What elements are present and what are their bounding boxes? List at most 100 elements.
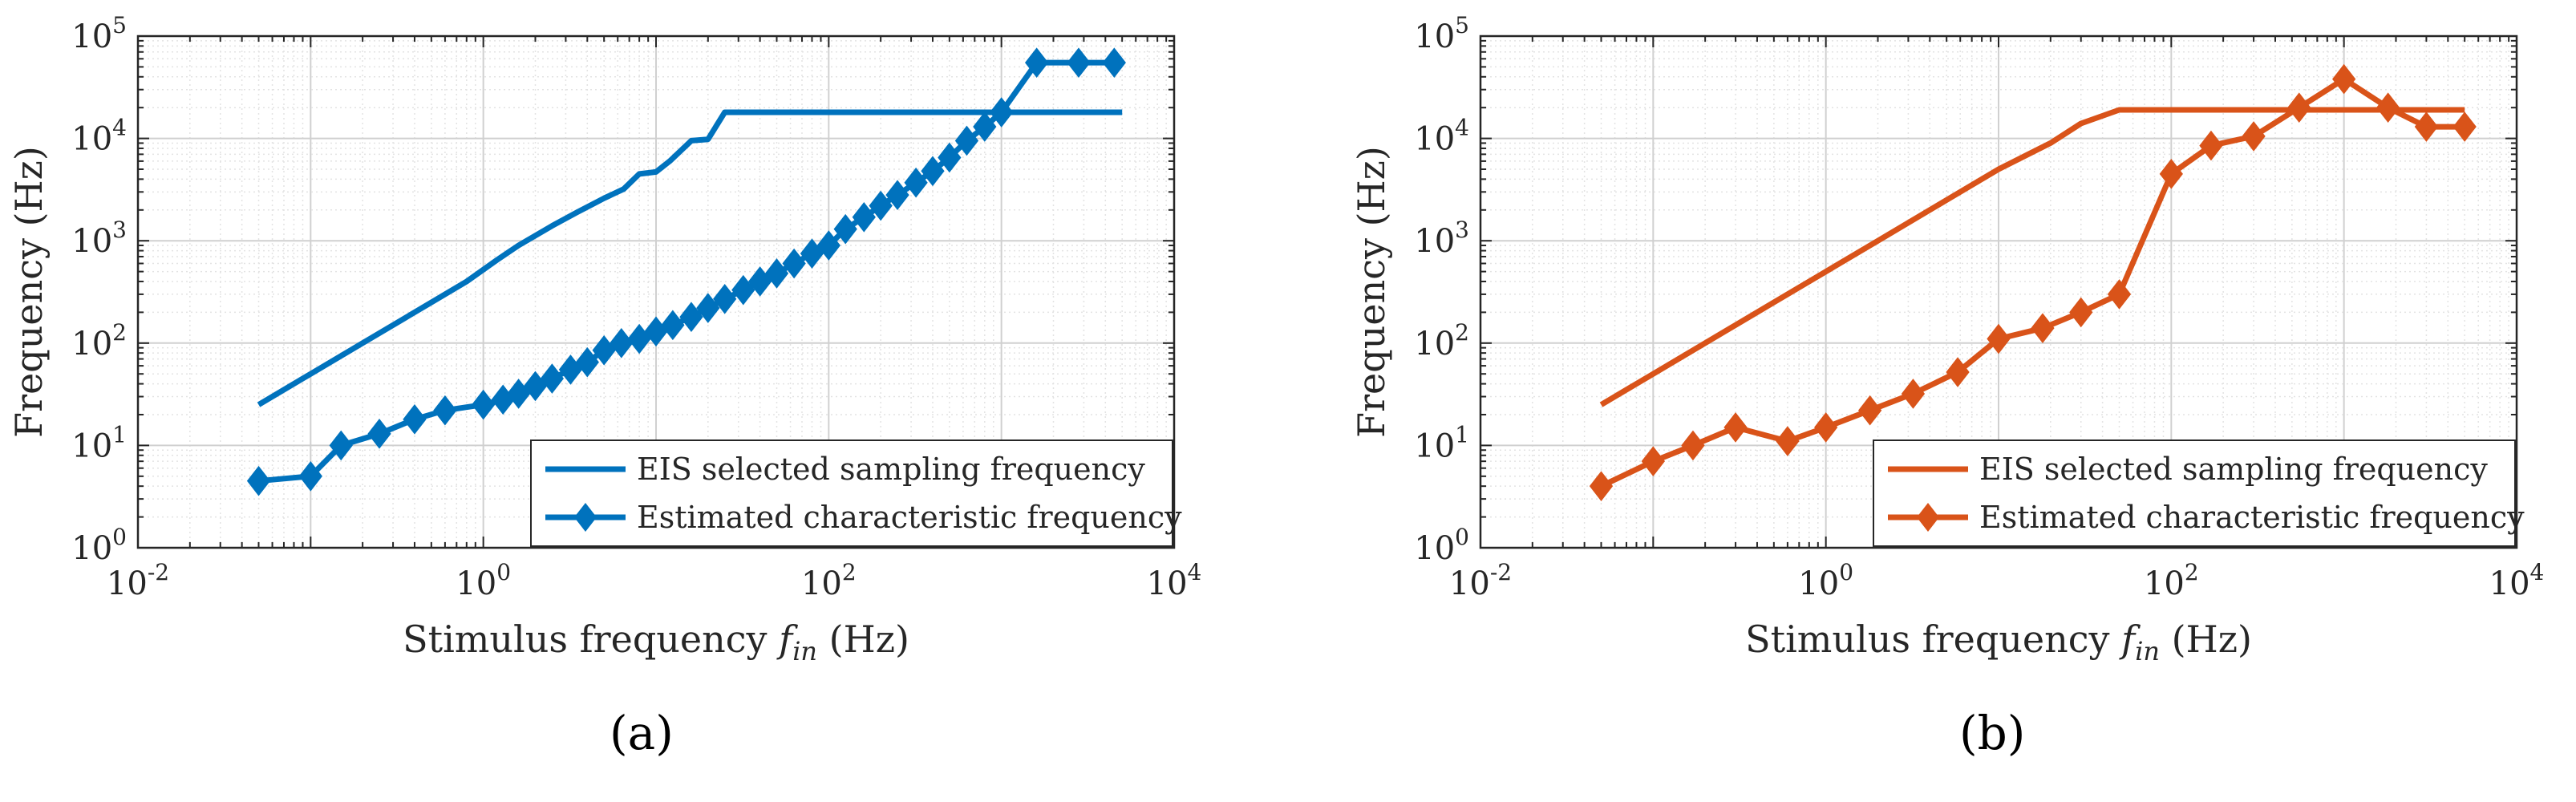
data-point-diamond xyxy=(1589,471,1614,501)
data-point-diamond xyxy=(2031,313,2055,343)
legend-box xyxy=(530,439,1173,547)
data-point-diamond xyxy=(1641,446,1665,476)
data-point-diamond xyxy=(973,111,997,142)
panel-label-b: (b) xyxy=(1959,706,2026,760)
data-point-diamond xyxy=(816,230,840,261)
x-tick-label: 104 xyxy=(2489,559,2545,602)
y-tick-label: 105 xyxy=(71,12,127,55)
y-tick-label: 104 xyxy=(71,115,127,158)
data-point-diamond xyxy=(1901,379,1926,409)
data-point-diamond xyxy=(1024,47,1049,78)
data-point-diamond xyxy=(403,404,427,435)
data-point-diamond xyxy=(1987,323,2011,354)
data-point-diamond xyxy=(2452,111,2477,142)
x-tick-label: 102 xyxy=(801,559,857,602)
x-tick-label: 100 xyxy=(1798,559,1853,602)
y-tick-label: 101 xyxy=(1414,421,1469,464)
data-point-diamond xyxy=(2376,92,2400,124)
data-point-diamond xyxy=(938,142,962,173)
axes-box-b xyxy=(1479,34,2518,549)
data-point-diamond xyxy=(852,201,876,233)
data-point-diamond xyxy=(869,190,893,221)
data-point-diamond xyxy=(1946,357,1970,387)
data-point-diamond xyxy=(921,156,945,187)
y-tick-label: 100 xyxy=(1414,524,1469,567)
series-group-a xyxy=(246,47,1126,496)
data-point-diamond xyxy=(246,465,271,496)
series-line-eis-selected-sampling-frequency xyxy=(257,109,1123,407)
chart-panel-b: 10-2 100 102 104100101102103104105Stimulus … xyxy=(1350,12,2544,666)
data-point-diamond xyxy=(575,346,599,378)
data-point-diamond xyxy=(2159,159,2183,189)
data-point-diamond xyxy=(2332,63,2356,95)
data-point-diamond xyxy=(298,460,322,492)
data-point-diamond xyxy=(833,213,857,245)
data-point-diamond xyxy=(433,395,457,426)
data-point-diamond xyxy=(329,430,353,461)
data-point-diamond xyxy=(764,258,789,289)
data-point-diamond xyxy=(1067,47,1091,78)
y-tick-label: 104 xyxy=(1414,115,1469,158)
legend-entry-label: Estimated characteristic frequency xyxy=(637,500,1182,535)
data-point-diamond xyxy=(713,283,737,314)
data-point-diamond xyxy=(800,238,824,269)
panel-label-a: (a) xyxy=(610,706,674,760)
data-point-diamond xyxy=(1723,412,1748,443)
series-line-estimated-characteristic-frequency xyxy=(258,59,1115,484)
data-point-diamond xyxy=(1858,395,1882,426)
x-axis-label: Stimulus frequency fin (Hz) xyxy=(1745,618,2252,666)
y-tick-label: 103 xyxy=(71,217,127,260)
x-tick-label: 10-2 xyxy=(1449,559,1512,602)
x-tick-label: 10-2 xyxy=(107,559,169,602)
y-tick-label: 105 xyxy=(1414,12,1469,55)
data-point-diamond xyxy=(731,274,755,306)
grid-b xyxy=(1480,36,2517,548)
data-point-diamond xyxy=(990,97,1014,128)
y-tick-label: 101 xyxy=(71,421,127,464)
legend-entry-label: Estimated characteristic frequency xyxy=(1979,500,2525,535)
x-tick-label: 100 xyxy=(456,559,511,602)
data-point-diamond xyxy=(472,389,496,420)
legend-b: EIS selected sampling frequency Estimated… xyxy=(1873,439,2525,547)
legend-swatch-diamond xyxy=(574,503,597,532)
data-point-diamond xyxy=(2414,111,2439,142)
data-point-diamond xyxy=(954,125,979,156)
legend-entry-label: EIS selected sampling frequency xyxy=(1979,452,2488,487)
x-tick-label: 104 xyxy=(1147,559,1202,602)
data-point-diamond xyxy=(782,248,806,279)
data-point-diamond xyxy=(2199,130,2223,161)
x-tick-label: 102 xyxy=(2144,559,2199,602)
series-group-b xyxy=(1589,63,2477,501)
y-tick-label: 103 xyxy=(1414,217,1469,260)
data-point-diamond xyxy=(696,293,720,323)
data-point-diamond xyxy=(661,310,685,341)
data-point-diamond xyxy=(1776,426,1800,456)
chart-panel-a: 10-2 100 102 104100101102103104105Stimulus … xyxy=(7,12,1201,666)
data-point-diamond xyxy=(885,180,909,210)
data-point-diamond xyxy=(367,419,391,449)
x-axis-label: Stimulus frequency fin (Hz) xyxy=(403,618,909,666)
y-tick-label: 100 xyxy=(71,524,127,567)
data-point-diamond xyxy=(540,363,564,394)
data-point-diamond xyxy=(1102,47,1126,78)
series-line-eis-selected-sampling-frequency xyxy=(1599,107,2465,407)
data-point-diamond xyxy=(2242,121,2266,152)
legend-entry-label: EIS selected sampling frequency xyxy=(637,452,1145,487)
y-tick-label: 102 xyxy=(1414,319,1469,363)
y-axis-label: Frequency (Hz) xyxy=(1350,146,1393,438)
y-tick-label: 102 xyxy=(71,319,127,363)
data-point-diamond xyxy=(2287,92,2311,124)
legend-swatch-diamond xyxy=(1917,503,1939,532)
legend-box xyxy=(1873,439,2516,547)
data-point-diamond xyxy=(1681,430,1705,461)
data-point-diamond xyxy=(904,167,928,198)
data-point-diamond xyxy=(748,266,772,297)
legend-a: EIS selected sampling frequency Estimated… xyxy=(530,439,1182,547)
data-point-diamond xyxy=(1814,412,1838,443)
y-axis-label: Frequency (Hz) xyxy=(7,146,51,438)
data-point-diamond xyxy=(2107,279,2132,310)
data-point-diamond xyxy=(679,302,703,333)
data-point-diamond xyxy=(2069,297,2093,328)
axes-box-a xyxy=(136,34,1176,549)
